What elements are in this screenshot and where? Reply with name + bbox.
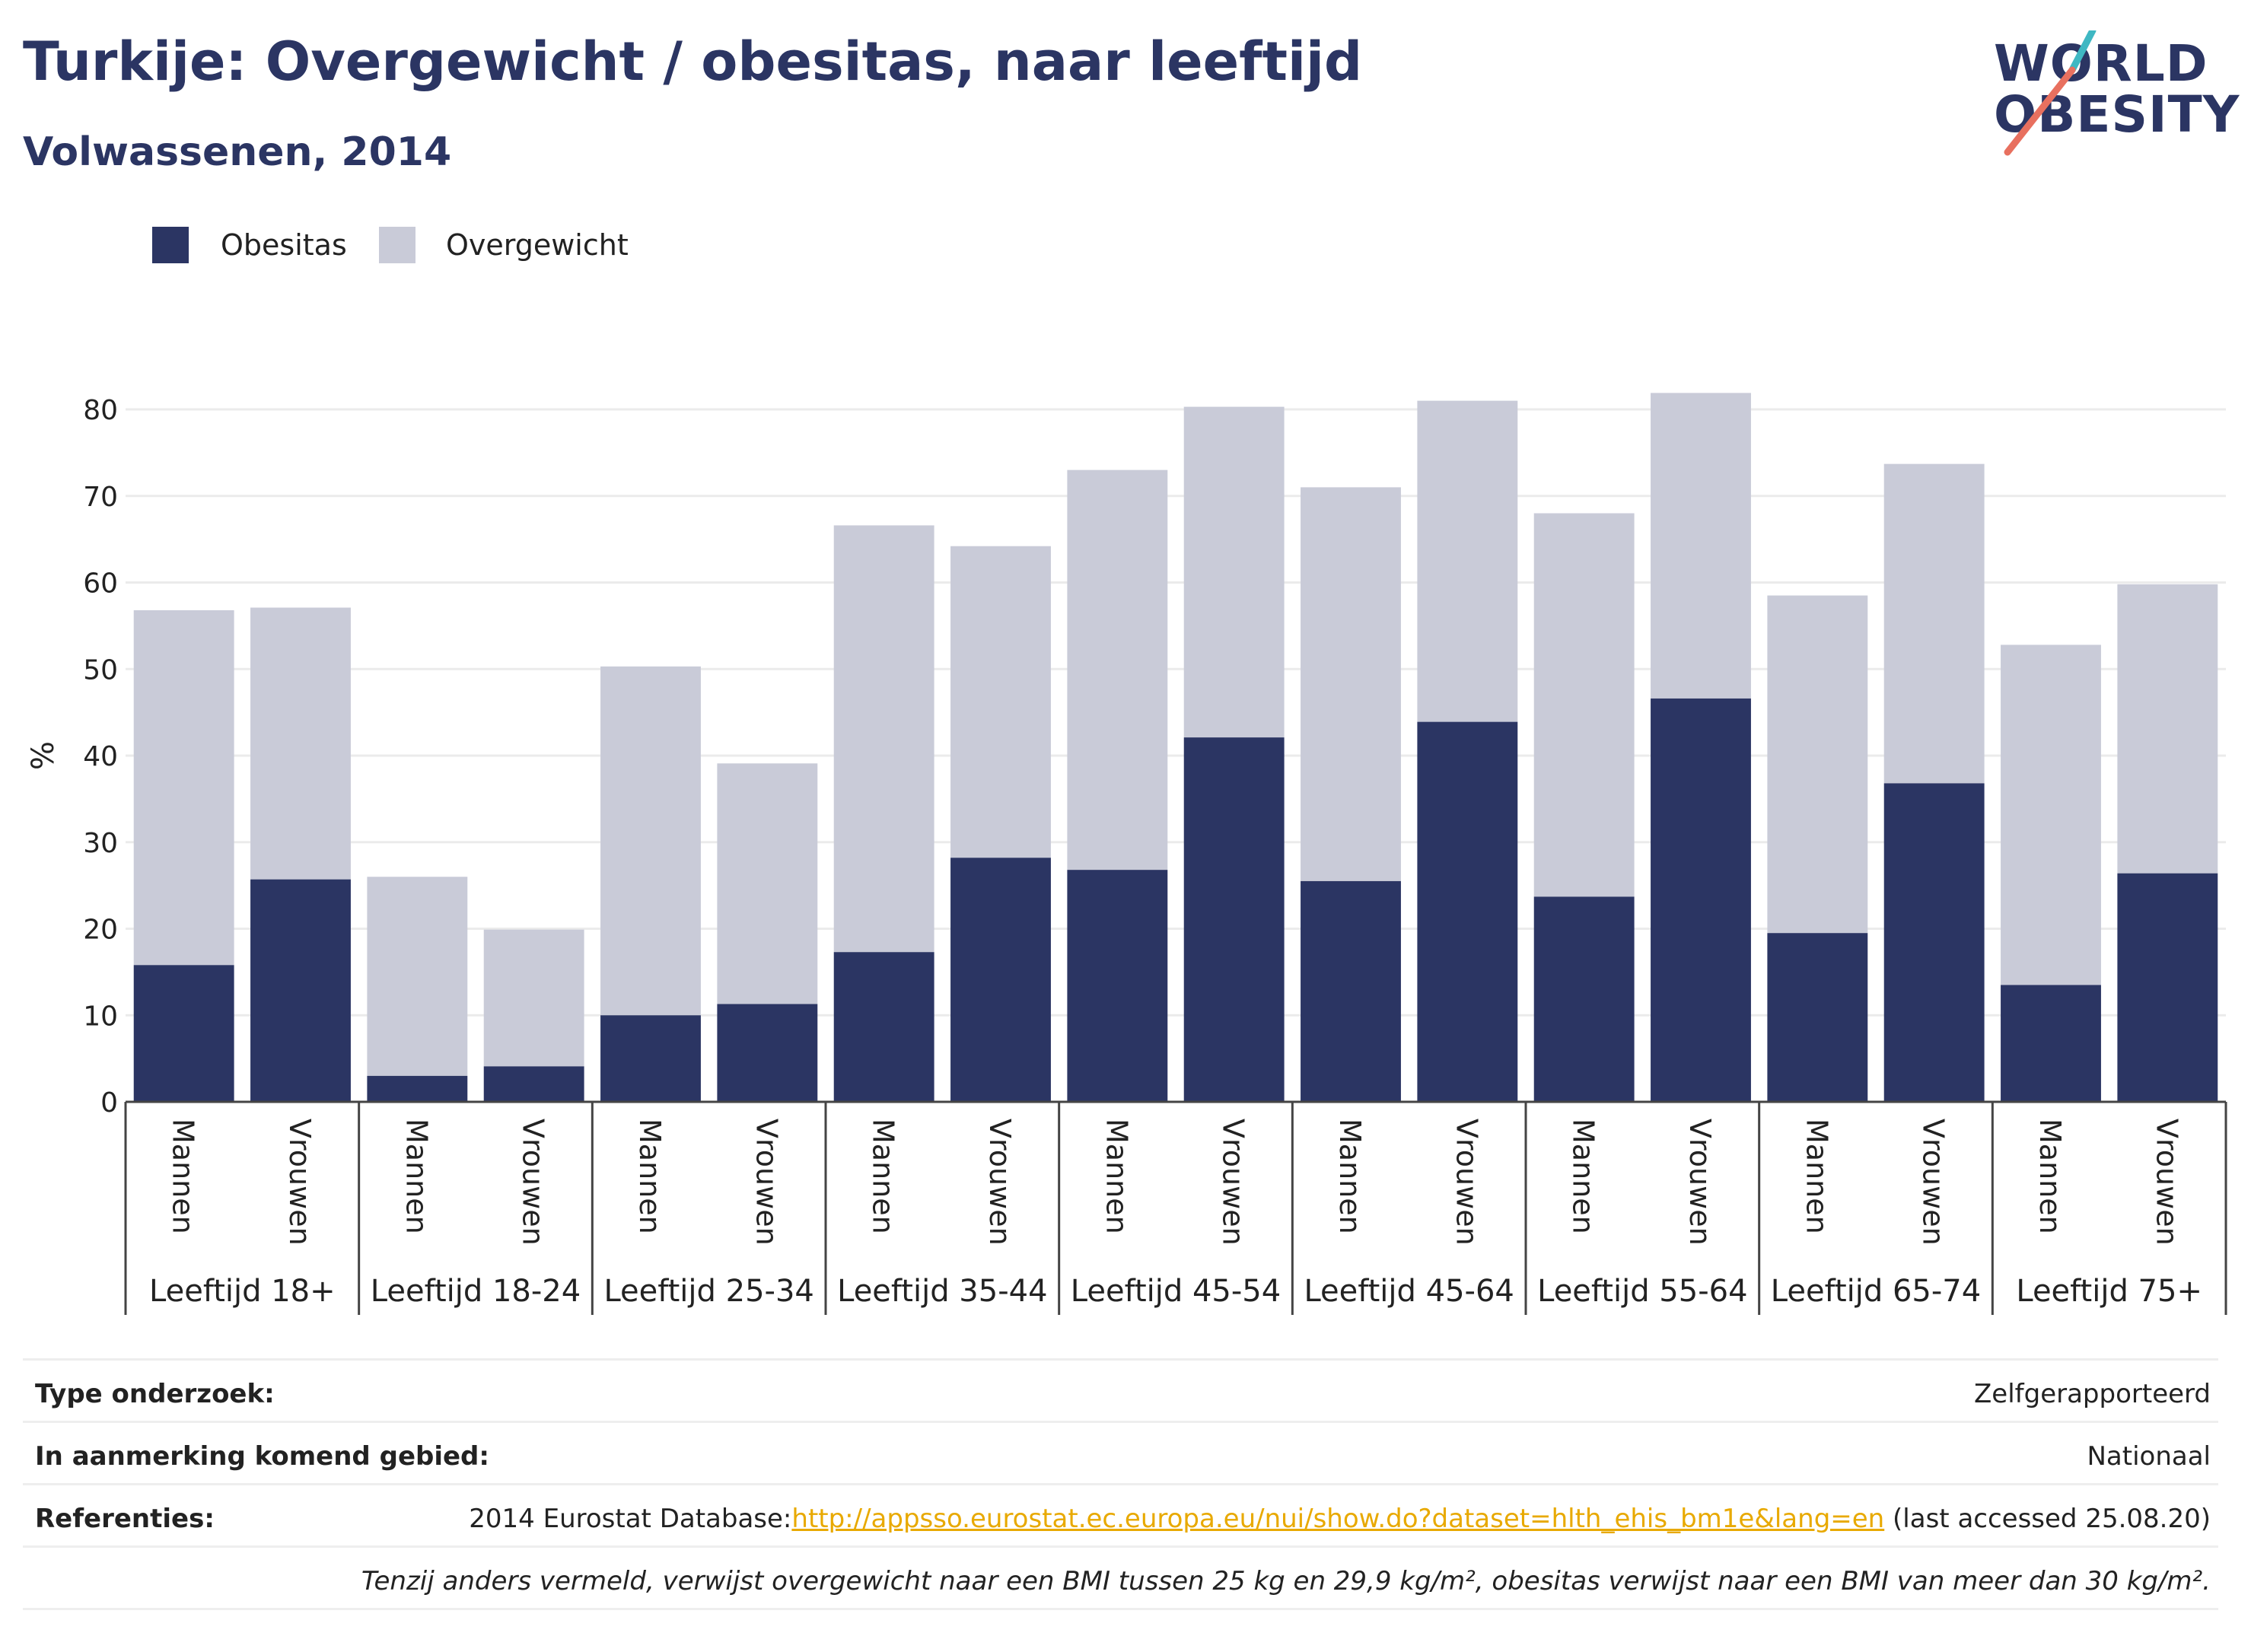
bar-obesitas xyxy=(1301,880,1401,1102)
y-tick-label: 40 xyxy=(83,741,118,772)
legend-label-overgewicht: Overgewicht xyxy=(446,228,629,262)
x-group-label: Leeftijd 18+ xyxy=(149,1274,336,1309)
info-key-area: In aanmerking komend gebied: xyxy=(35,1441,489,1472)
bar-obesitas xyxy=(833,952,934,1102)
x-tick-label-sex: Vrouwen xyxy=(983,1119,1017,1246)
x-tick-label-sex: Mannen xyxy=(400,1119,433,1234)
info-row-area: In aanmerking komend gebied: Nationaal xyxy=(23,1421,2218,1485)
y-axis-label: % xyxy=(26,741,61,770)
bar-overgewicht xyxy=(1883,463,1985,784)
bar-overgewicht xyxy=(1417,400,1518,722)
chart-subtitle: Volwassenen, 2014 xyxy=(23,129,452,175)
x-group-label: Leeftijd 18-24 xyxy=(371,1274,581,1309)
info-value-type: Zelfgerapporteerd xyxy=(1973,1379,2211,1409)
bar-obesitas xyxy=(950,858,1051,1102)
bar-overgewicht xyxy=(1767,595,1868,934)
chart-title: Turkije: Overgewicht / obesitas, naar le… xyxy=(23,30,1363,93)
bar-obesitas xyxy=(2117,873,2218,1102)
x-group-label: Leeftijd 65-74 xyxy=(1771,1274,1981,1309)
y-tick-label: 20 xyxy=(83,915,118,946)
legend-swatch-obesitas xyxy=(152,227,189,263)
bar-overgewicht xyxy=(1067,469,1168,871)
y-tick-label: 80 xyxy=(83,395,118,426)
bar-obesitas xyxy=(133,965,234,1102)
bar-overgewicht xyxy=(2117,584,2218,874)
bar-obesitas xyxy=(1883,783,1985,1102)
bar-overgewicht xyxy=(717,763,818,1004)
world-obesity-logo: WORLD OBESITY xyxy=(1986,30,2239,160)
x-tick-label-sex: Vrouwen xyxy=(1217,1119,1250,1246)
x-tick-label-sex: Mannen xyxy=(1100,1119,1133,1234)
x-tick-label-sex: Mannen xyxy=(633,1119,667,1234)
y-tick-label: 0 xyxy=(100,1087,118,1119)
x-group-label: Leeftijd 55-64 xyxy=(1537,1274,1747,1309)
bar-overgewicht xyxy=(1533,513,1635,897)
logo-line-1: WORLD xyxy=(1994,34,2208,93)
bar-overgewicht xyxy=(2001,645,2101,985)
bar-obesitas xyxy=(250,879,351,1102)
bar-obesitas xyxy=(483,1066,584,1102)
info-row-type: Type onderzoek: Zelfgerapporteerd xyxy=(23,1358,2218,1423)
x-group-label: Leeftijd 45-54 xyxy=(1071,1274,1281,1309)
x-tick-label-sex: Mannen xyxy=(2033,1119,2067,1234)
x-tick-label-sex: Vrouwen xyxy=(1917,1119,1950,1246)
info-key-references: Referenties: xyxy=(35,1504,215,1534)
bar-overgewicht xyxy=(250,607,351,880)
bar-obesitas xyxy=(1067,870,1168,1102)
legend-swatch-overgewicht xyxy=(379,227,415,263)
bar-overgewicht xyxy=(1651,393,1751,699)
reference-suffix: (last accessed 25.08.20) xyxy=(1884,1504,2211,1534)
x-tick-label-sex: Mannen xyxy=(167,1119,200,1234)
info-row-note: Tenzij anders vermeld, verwijst overgewi… xyxy=(23,1545,2218,1610)
bar-overgewicht xyxy=(600,666,701,1016)
info-value-references: 2014 Eurostat Database:http://appsso.eur… xyxy=(469,1504,2211,1534)
x-group-label: Leeftijd 25-34 xyxy=(603,1274,813,1309)
x-group-label: Leeftijd 45-64 xyxy=(1304,1274,1514,1309)
bar-overgewicht xyxy=(483,929,584,1067)
bar-overgewicht xyxy=(1301,487,1401,881)
x-group-label: Leeftijd 35-44 xyxy=(837,1274,1047,1309)
y-tick-label: 50 xyxy=(83,654,118,686)
info-note: Tenzij anders vermeld, verwijst overgewi… xyxy=(361,1566,2211,1596)
y-tick-label: 30 xyxy=(83,828,118,859)
x-tick-label-sex: Mannen xyxy=(1333,1119,1367,1234)
bar-overgewicht xyxy=(833,525,934,953)
x-tick-label-sex: Vrouwen xyxy=(517,1119,550,1246)
bar-obesitas xyxy=(1651,698,1751,1102)
bar-overgewicht xyxy=(367,877,468,1076)
bar-obesitas xyxy=(2001,985,2101,1102)
bar-obesitas xyxy=(600,1015,701,1102)
bar-chart: 0 10 20 30 40 50 60 70 80% Mannen Vrouwen Leeftijd … xyxy=(26,393,2227,1315)
x-tick-label-sex: Vrouwen xyxy=(1450,1119,1483,1246)
reference-prefix: 2014 Eurostat Database: xyxy=(469,1504,792,1534)
reference-link[interactable]: http://appsso.eurostat.ec.europa.eu/nui/… xyxy=(791,1504,1885,1534)
bar-overgewicht xyxy=(133,610,234,966)
bar-obesitas xyxy=(367,1075,468,1102)
bar-obesitas xyxy=(717,1004,818,1102)
x-tick-label-sex: Vrouwen xyxy=(750,1119,783,1246)
info-bottom-rule xyxy=(23,1608,2218,1610)
bar-overgewicht xyxy=(1183,406,1285,738)
y-tick-label: 60 xyxy=(83,568,118,600)
x-group-label: Leeftijd 75+ xyxy=(2016,1274,2202,1309)
bar-obesitas xyxy=(1183,737,1285,1102)
x-tick-label-sex: Mannen xyxy=(1800,1119,1833,1234)
y-tick-label: 10 xyxy=(83,1001,118,1032)
logo-slash-icon xyxy=(2004,30,2097,156)
legend-label-obesitas: Obesitas xyxy=(221,228,347,262)
bar-obesitas xyxy=(1417,721,1518,1102)
info-row-references: Referenties: 2014 Eurostat Database:http… xyxy=(23,1483,2218,1548)
info-value-area: Nationaal xyxy=(2087,1441,2211,1472)
y-tick-label: 70 xyxy=(83,482,118,513)
x-tick-label-sex: Vrouwen xyxy=(283,1119,317,1246)
bar-obesitas xyxy=(1767,933,1868,1102)
info-key-type: Type onderzoek: xyxy=(35,1379,275,1409)
x-tick-label-sex: Vrouwen xyxy=(1683,1119,1717,1246)
x-tick-label-sex: Mannen xyxy=(867,1119,900,1234)
x-tick-label-sex: Mannen xyxy=(1567,1119,1600,1234)
bar-obesitas xyxy=(1533,896,1635,1102)
x-tick-label-sex: Vrouwen xyxy=(2150,1119,2183,1246)
bar-overgewicht xyxy=(950,546,1051,858)
